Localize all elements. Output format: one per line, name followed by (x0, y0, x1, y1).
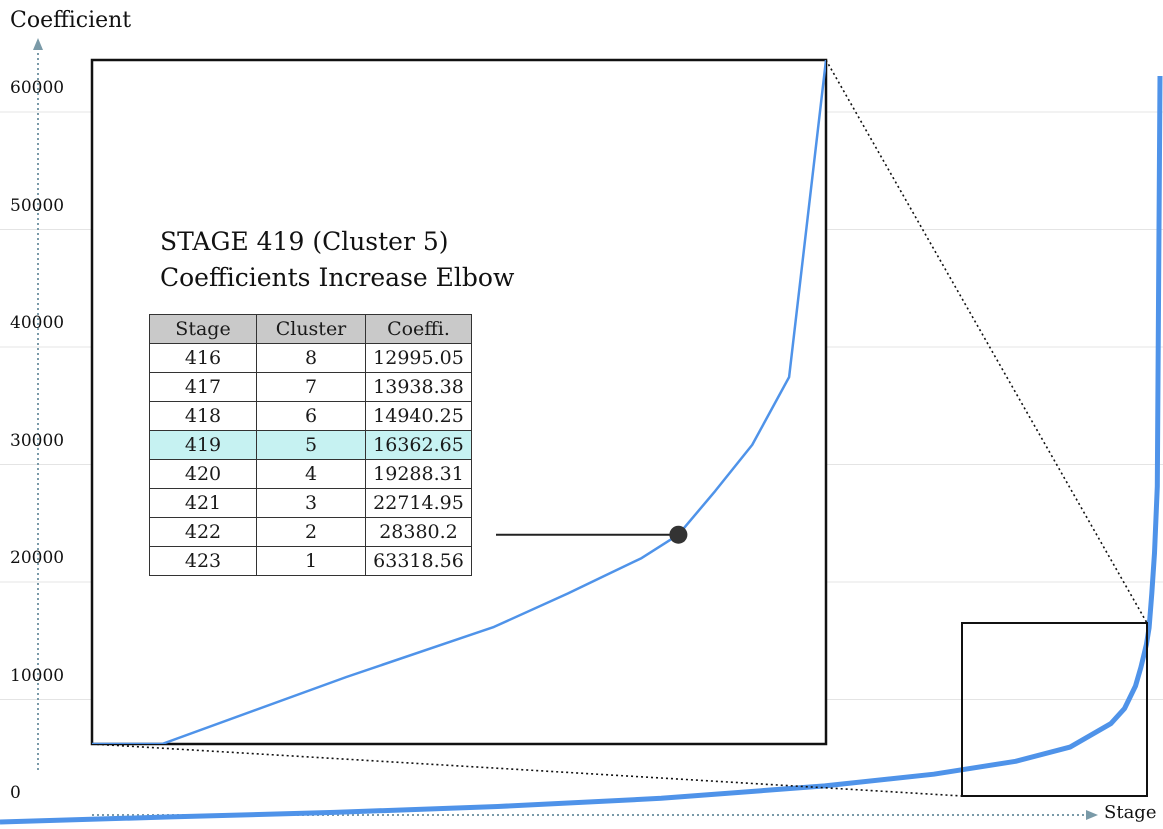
table-cell: 14940.25 (365, 401, 472, 431)
table-cell: 418 (149, 401, 257, 431)
table-header: Cluster (256, 314, 366, 344)
table-cell: 417 (149, 372, 257, 402)
table-cell: 16362.65 (365, 430, 472, 460)
y-tick-label: 30000 (10, 430, 65, 451)
table-cell: 422 (149, 517, 257, 547)
zoom-region-box (961, 622, 1148, 797)
inset-series-line (92, 60, 826, 744)
y-tick-label: 50000 (10, 195, 65, 216)
table-cell: 421 (149, 488, 257, 518)
y-tick-label: 60000 (10, 78, 65, 98)
table-row: 422 2 28380.2 (149, 517, 472, 547)
table-cell: 4 (256, 459, 366, 489)
table-cell: 416 (149, 343, 257, 373)
zoom-connector-bottom (91, 743, 963, 797)
table-row: 417 7 13938.38 (149, 372, 472, 402)
table-cell: 1 (256, 546, 366, 576)
x-axis-arrowhead (1086, 810, 1098, 820)
y-axis-label: Coefficient (10, 8, 132, 33)
table-row: 423 1 63318.56 (149, 546, 472, 576)
table-row: 421 3 22714.95 (149, 488, 472, 518)
elbow-point (669, 525, 688, 544)
y-tick-label: 40000 (10, 313, 65, 333)
y-tick-label: 0 (10, 783, 21, 803)
annotation-line-1: STAGE 419 (Cluster 5) (160, 227, 449, 256)
annotation-line-2: Coefficients Increase Elbow (160, 263, 515, 292)
table-header: Stage (149, 314, 257, 344)
table-cell: 419 (149, 430, 257, 460)
table-cell: 13938.38 (365, 372, 472, 402)
y-axis-arrowhead (33, 38, 43, 50)
table-cell: 3 (256, 488, 366, 518)
table-cell: 420 (149, 459, 257, 489)
table-cell: 2 (256, 517, 366, 547)
table-row: 418 6 14940.25 (149, 401, 472, 431)
y-tick-label: 20000 (10, 548, 65, 568)
table-row: 419 5 16362.65 (149, 430, 472, 460)
coefficient-table: Stage Cluster Coeffi. 416 8 12995.05 417 7 13… (149, 314, 472, 576)
table-cell: 7 (256, 372, 366, 402)
main-series-line (0, 75, 1163, 825)
table-header-row: Stage Cluster Coeffi. (149, 314, 472, 344)
x-axis-label: Stage (1104, 802, 1157, 823)
table-cell: 19288.31 (365, 459, 472, 489)
table-header: Coeffi. (365, 314, 472, 344)
table-cell: 5 (256, 430, 366, 460)
table-cell: 8 (256, 343, 366, 373)
table-cell: 22714.95 (365, 488, 472, 518)
table-cell: 63318.56 (365, 546, 472, 576)
table-row: 420 4 19288.31 (149, 459, 472, 489)
table-cell: 28380.2 (365, 517, 472, 547)
y-tick-label: 10000 (10, 665, 65, 686)
table-row: 416 8 12995.05 (149, 343, 472, 373)
table-cell: 12995.05 (365, 343, 472, 373)
table-cell: 423 (149, 546, 257, 576)
table-cell: 6 (256, 401, 366, 431)
zoom-connector-top (825, 59, 1148, 624)
